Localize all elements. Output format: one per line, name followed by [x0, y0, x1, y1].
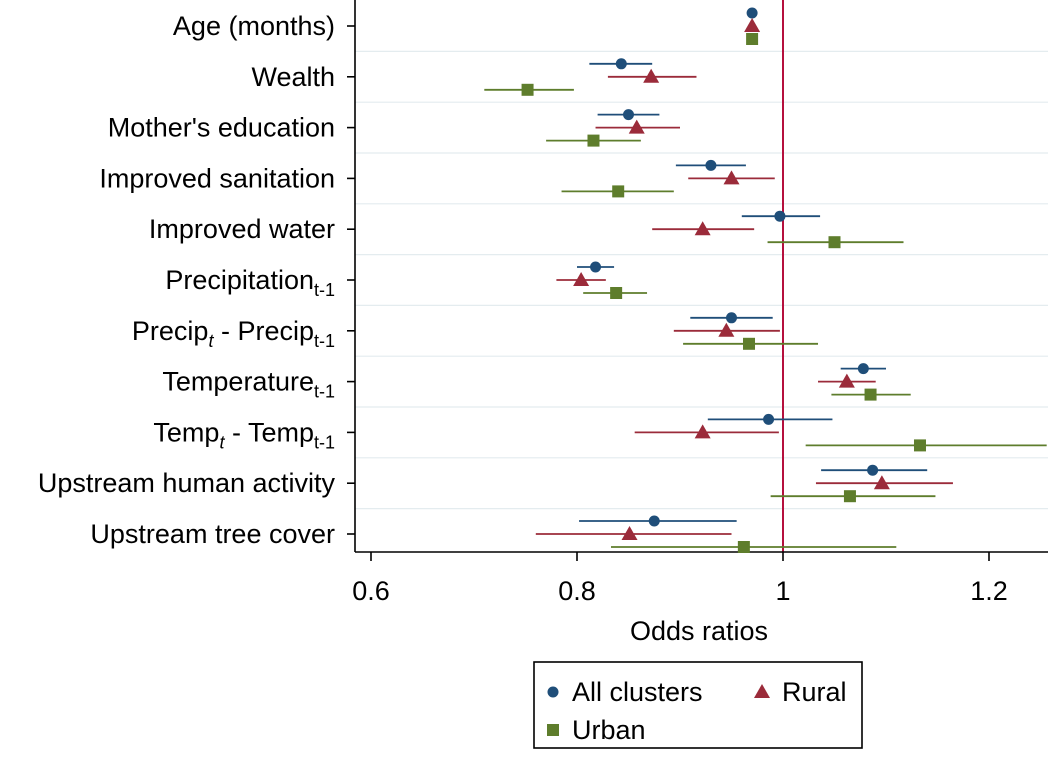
legend-box — [533, 661, 863, 749]
point-estimate — [873, 475, 890, 490]
y-axis-label: Temperaturet-1 — [162, 367, 335, 402]
point-estimate — [723, 170, 740, 185]
x-tick-label: 1.2 — [970, 576, 1008, 606]
legend-marker — [754, 684, 770, 698]
x-tick-label: 0.8 — [558, 576, 596, 606]
series-rural — [535, 18, 953, 540]
axes — [354, 0, 1048, 553]
point-estimate — [590, 261, 602, 273]
point-estimate — [623, 109, 634, 121]
y-axis-label: Tempt - Tempt-1 — [153, 417, 335, 452]
point-estimate — [746, 7, 758, 19]
point-estimate — [744, 18, 761, 32]
point-estimate — [643, 68, 660, 83]
point-estimate — [648, 515, 660, 527]
point-estimate — [573, 272, 590, 286]
point-estimate — [774, 210, 786, 222]
legend-marker — [547, 686, 559, 698]
gridlines — [355, 50, 1048, 510]
legend-item: All clusters — [547, 677, 703, 707]
series-all-clusters — [577, 7, 928, 527]
legend-label: Urban — [572, 715, 646, 745]
series-urban — [484, 33, 1047, 553]
point-estimate — [612, 185, 625, 198]
point-estimate — [828, 236, 841, 249]
y-axis-label: Improved sanitation — [99, 163, 335, 193]
series-layer — [484, 7, 1047, 553]
y-axis-label: Upstream tree cover — [90, 519, 335, 549]
y-axis-label: Precipitationt-1 — [165, 265, 335, 300]
point-estimate — [521, 83, 534, 96]
legend-item: Urban — [547, 715, 646, 745]
point-estimate — [843, 490, 856, 503]
point-estimate — [763, 413, 775, 425]
legend-item: Rural — [754, 677, 847, 707]
x-tick-label: 1 — [775, 576, 790, 606]
legend-marker — [547, 724, 559, 736]
point-estimate — [587, 134, 600, 147]
point-estimate — [864, 388, 877, 401]
point-estimate — [726, 312, 737, 324]
y-axis-labels: Age (months) Wealth Mother's education Impr… — [38, 11, 355, 549]
point-estimate — [694, 221, 711, 236]
y-axis-label: Mother's education — [108, 113, 335, 143]
x-axis-ticks: 0.6 0.8 1 1.2 — [352, 552, 1008, 606]
x-axis-title: Odds ratios — [630, 616, 768, 646]
y-axis-label: Age (months) — [173, 11, 335, 41]
y-axis-label: Upstream human activity — [38, 468, 336, 498]
point-estimate — [746, 33, 759, 45]
y-axis-label: Precipt - Precipt-1 — [132, 316, 335, 351]
point-estimate — [705, 159, 717, 171]
x-tick-label: 0.6 — [352, 576, 390, 606]
point-estimate — [718, 322, 735, 337]
point-estimate — [737, 541, 750, 553]
point-estimate — [867, 464, 879, 476]
point-estimate — [628, 119, 645, 134]
point-estimate — [743, 337, 756, 350]
y-axis-label: Improved water — [149, 214, 335, 244]
point-estimate — [621, 526, 638, 540]
point-estimate — [615, 58, 627, 70]
legend-label: Rural — [782, 677, 847, 707]
point-estimate — [694, 424, 711, 439]
point-estimate — [913, 439, 926, 452]
point-estimate — [838, 373, 855, 388]
legend-label: All clusters — [572, 677, 703, 707]
y-axis-label: Wealth — [251, 62, 335, 92]
point-estimate — [610, 287, 623, 299]
legend: All clusters Rural Urban — [533, 661, 863, 749]
point-estimate — [857, 363, 869, 375]
